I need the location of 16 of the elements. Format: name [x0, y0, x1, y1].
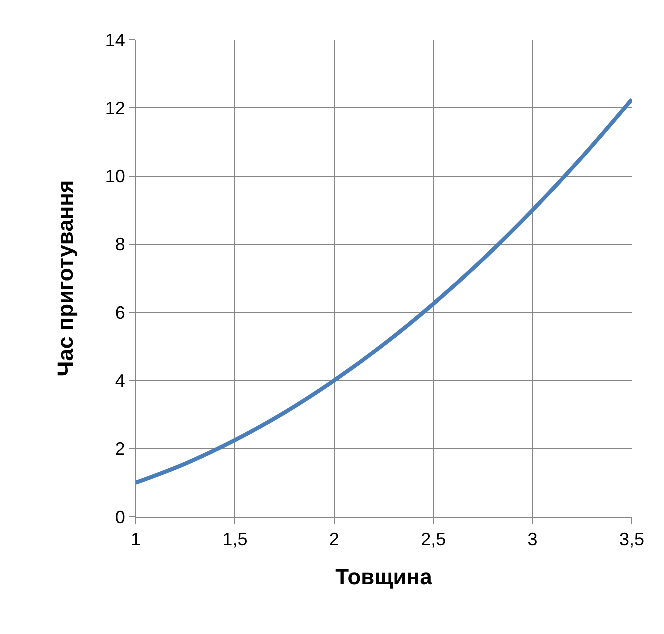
x-tick-label: 1: [130, 530, 142, 550]
x-tick-label: 3,5: [619, 530, 645, 550]
y-tick-label: 14: [105, 30, 126, 50]
x-tick-label: 2: [329, 530, 340, 550]
y-axis-title: Час приготування: [53, 180, 78, 377]
y-tick-label: 4: [115, 371, 126, 392]
x-tick-label: 3: [528, 530, 538, 550]
y-tick-label: 10: [105, 166, 126, 187]
y-tick-label: 8: [115, 234, 126, 255]
y-tick-label: 0: [115, 507, 126, 528]
x-tick-label: 1,5: [222, 530, 248, 550]
y-tick-label: 2: [115, 439, 126, 460]
x-axis-title: Товщина: [336, 564, 434, 590]
x-tick-label: 2,5: [421, 530, 446, 550]
y-tick-label: 12: [105, 98, 126, 118]
y-tick-label: 6: [115, 302, 126, 323]
